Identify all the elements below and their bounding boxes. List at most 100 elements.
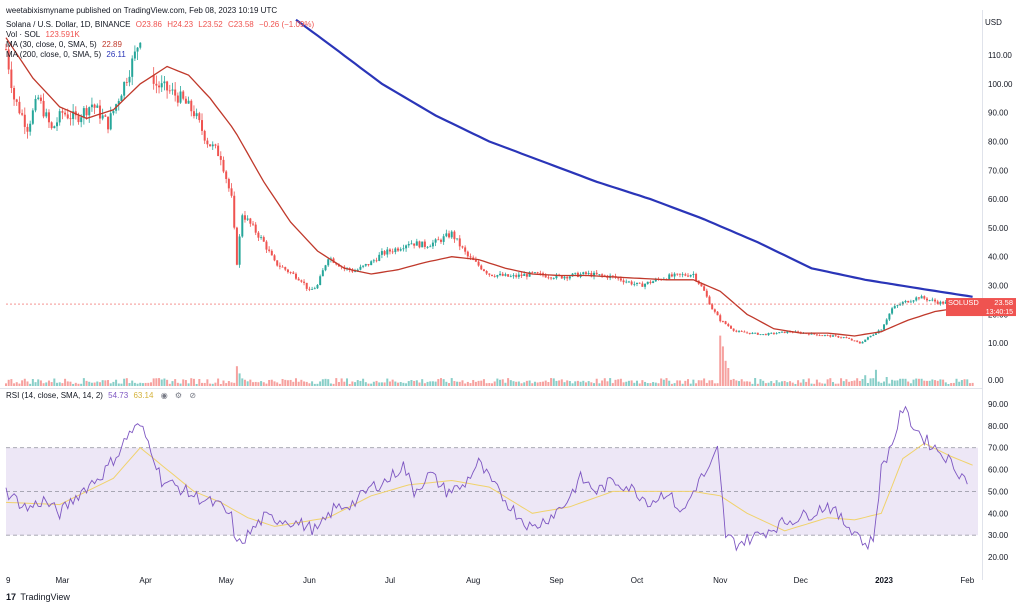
eye-icon[interactable]: ◉ [160, 391, 168, 400]
candle-body [740, 331, 743, 332]
candle-body [437, 239, 440, 241]
candle-body [708, 296, 711, 305]
candle-body [724, 321, 727, 325]
tradingview-footer[interactable]: 17 TradingView [6, 592, 70, 602]
candle-body [297, 278, 300, 281]
volume-bar [375, 380, 378, 386]
volume-bar [206, 379, 209, 386]
volume-bar [673, 383, 676, 386]
volume-bar [864, 375, 867, 386]
candle-body [823, 335, 826, 336]
volume-bar [568, 381, 571, 386]
candle-body [152, 75, 155, 84]
volume-bar [160, 379, 163, 386]
candle-body [885, 319, 888, 325]
volume-bar [566, 380, 569, 386]
candle-body [743, 331, 746, 333]
volume-bar [915, 378, 918, 386]
candle-body [931, 299, 934, 301]
volume-bar [684, 380, 687, 386]
candle-body [294, 273, 297, 279]
volume-bar [85, 380, 88, 386]
candle-body [413, 243, 416, 246]
candle-body [858, 341, 861, 344]
volume-bar [601, 380, 604, 386]
volume-bar [254, 381, 257, 386]
volume-bar [397, 382, 400, 386]
candle-body [461, 246, 464, 248]
candle-body [842, 337, 845, 338]
close-icon[interactable]: ⊘ [189, 391, 197, 400]
candle-body [853, 340, 856, 342]
volume-bar [617, 379, 620, 386]
candle-body [139, 42, 142, 48]
volume-bar [810, 383, 813, 386]
candle-body [289, 272, 292, 273]
candle-body [254, 224, 257, 233]
candle-body [66, 114, 69, 119]
legend-ma200-row[interactable]: MA (200, close, 0, SMA, 5) 26.11 [6, 50, 129, 60]
candle-body [829, 335, 832, 337]
legend-symbol-name[interactable]: Solana / U.S. Dollar, 1D, BINANCE [6, 20, 131, 29]
volume-bar [563, 382, 566, 386]
candle-body [198, 113, 201, 121]
candle-body [351, 269, 354, 272]
volume-bar [842, 381, 845, 386]
volume-bar [230, 382, 233, 386]
candle-body [464, 247, 467, 252]
settings-icon[interactable]: ⚙ [174, 391, 183, 400]
candle-body [359, 266, 362, 270]
candle-body [525, 274, 528, 277]
volume-bar [418, 382, 421, 386]
candle-body [499, 273, 502, 276]
price-tick-label: 100.00 [988, 80, 1013, 89]
candle-body [39, 97, 42, 101]
volume-bar [439, 378, 442, 386]
volume-bar [147, 382, 150, 386]
legend-ma30-row[interactable]: MA (30, close, 0, SMA, 5) 22.89 [6, 40, 125, 50]
candle-body [300, 280, 303, 282]
candle-body [407, 244, 410, 246]
volume-bar [952, 382, 955, 386]
volume-bar [74, 382, 77, 386]
volume-bar [587, 381, 590, 386]
candle-body [673, 273, 676, 277]
candle-body [273, 255, 276, 261]
volume-bar [107, 380, 110, 386]
volume-bar [399, 382, 402, 386]
volume-bar [214, 382, 217, 386]
volume-bar [383, 382, 386, 386]
volume-bar [359, 380, 362, 386]
legend-volume-row[interactable]: Vol · SOL 123.591K [6, 30, 83, 40]
volume-bar [37, 379, 40, 386]
candle-body [90, 104, 93, 108]
volume-bar [491, 383, 493, 386]
candle-body [810, 333, 813, 335]
candle-body [378, 254, 381, 261]
volume-bar [826, 379, 829, 386]
x-tick-label: Feb [960, 576, 974, 585]
candle-body [23, 114, 26, 127]
volume-bar [644, 381, 647, 386]
candle-body [21, 113, 24, 115]
volume-bar [50, 382, 53, 386]
legend-rsi-row[interactable]: RSI (14, close, SMA, 14, 2) 54.73 63.14 … [6, 391, 199, 401]
volume-bar [174, 379, 177, 386]
candle-body [386, 249, 389, 255]
candle-body [209, 144, 212, 147]
volume-bar [115, 379, 118, 386]
candle-body [426, 246, 429, 248]
candle-body [262, 237, 265, 242]
volume-bar [960, 380, 963, 386]
volume-bar [56, 382, 59, 386]
candle-body [402, 248, 405, 250]
volume-bar [139, 382, 142, 386]
candle-body [775, 333, 778, 335]
ma30-line [5, 37, 973, 337]
volume-bar [904, 378, 907, 386]
volume-bar [764, 383, 767, 386]
volume-bar [834, 383, 837, 386]
volume-bar [270, 379, 273, 386]
candle-body [123, 82, 126, 96]
volume-bar [738, 381, 741, 386]
